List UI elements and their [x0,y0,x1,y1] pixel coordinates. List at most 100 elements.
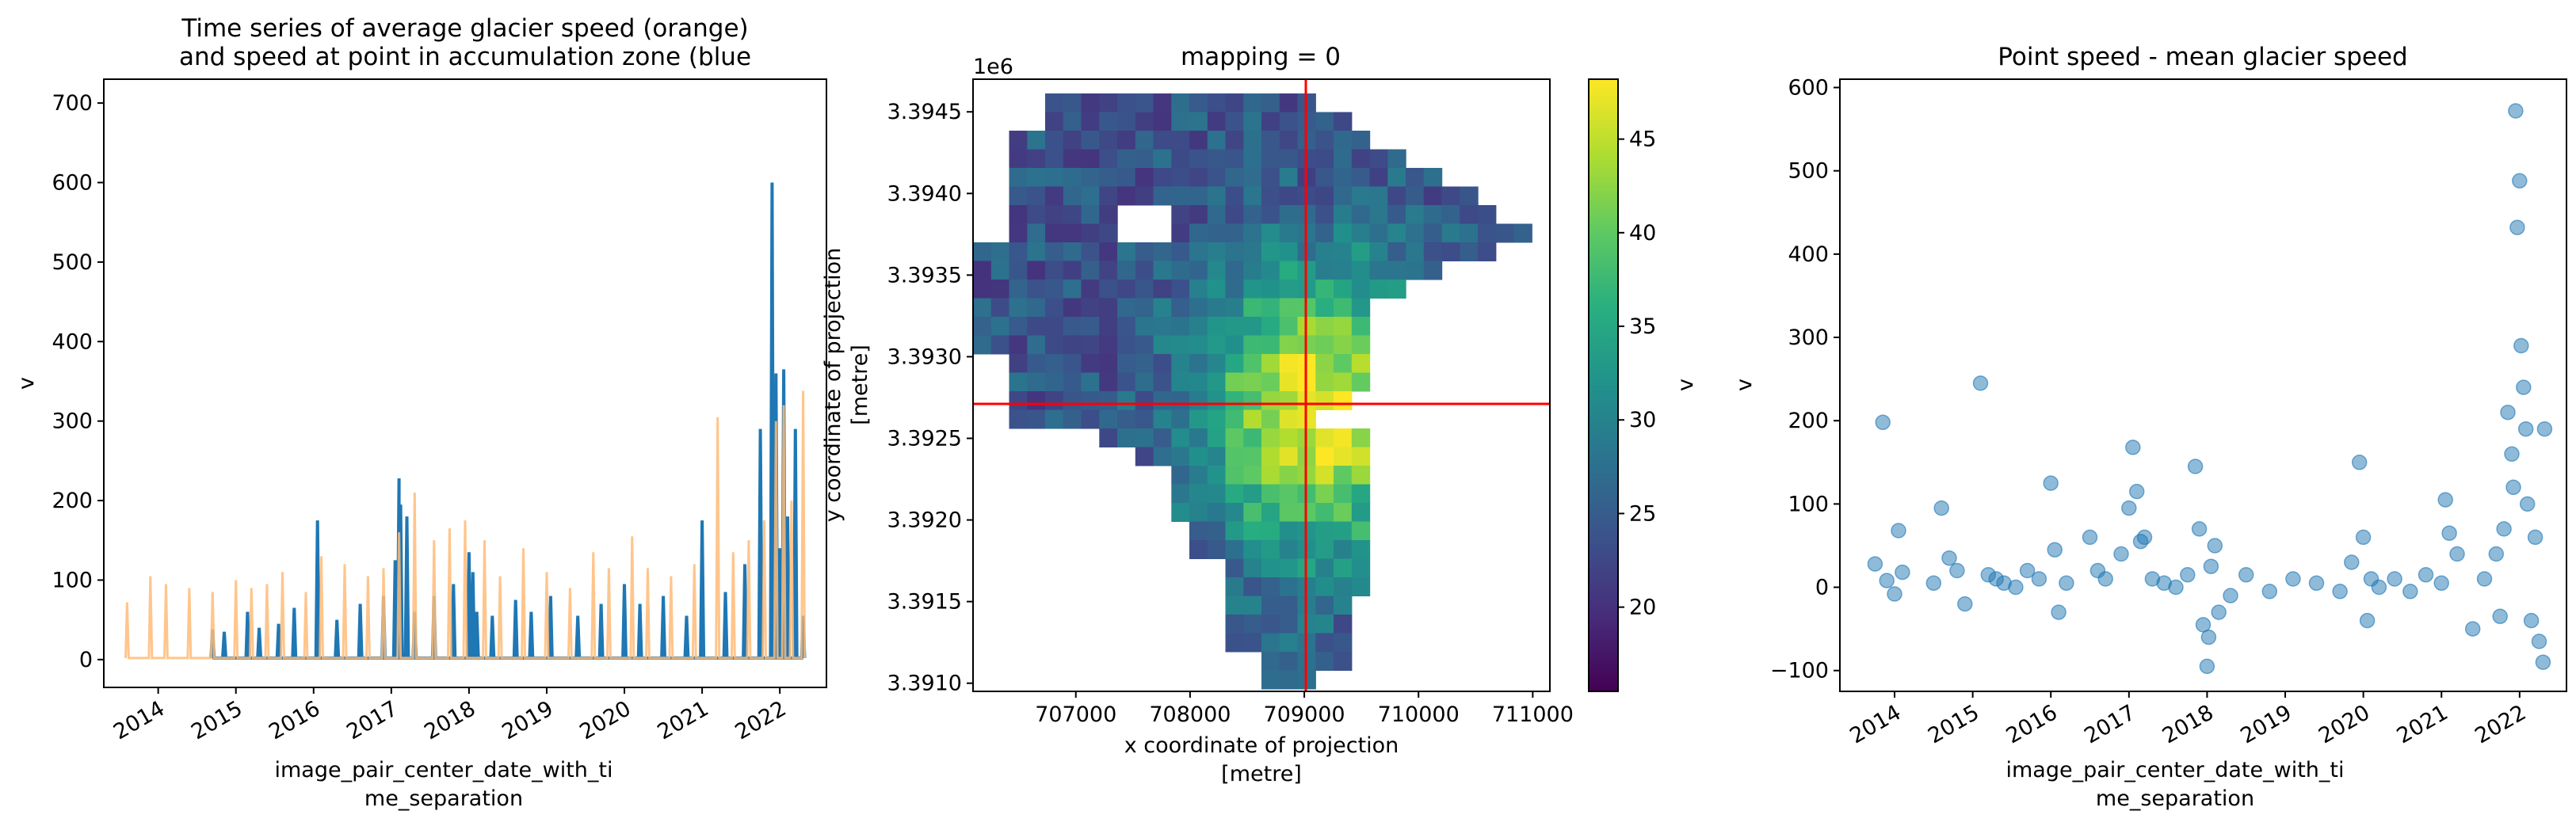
heatmap-cell [1261,428,1280,447]
heatmap-cell [1189,168,1208,187]
heatmap-cell [1099,168,1118,187]
heatmap-cell [1351,558,1371,578]
x-tick-label: 2015 [187,696,246,744]
scatter-point [1875,414,1891,431]
heatmap-cell [1243,131,1262,150]
heatmap-cell [1027,391,1046,410]
x-tick-label: 2022 [731,696,791,744]
scatter-point [2437,492,2453,508]
y-tick-label: 600 [52,171,93,196]
heatmap-cell [1135,372,1154,392]
heatmap-cell [1334,186,1353,206]
heatmap-cell [973,242,992,261]
heatmap-cell [1225,168,1244,187]
heatmap-cell [1153,261,1172,280]
heatmap-cell [1063,205,1082,224]
scatter-point [2136,529,2153,546]
heatmap-cell [1027,317,1046,336]
heatmap-x-axis-label-line1: x coordinate of projection [1124,733,1399,758]
scatter-point [1933,500,1949,516]
scatter-point [1949,562,1965,579]
heatmap-cell [1135,261,1154,280]
x-tick-label: 2017 [2080,700,2139,748]
heatmap-cell [1081,242,1100,261]
heatmap-cell [1351,521,1371,541]
heatmap-cell [1189,521,1208,541]
timeseries-x-axis: 2014 2015 2016 2017 2018 2019 2020 2021 2022 [109,687,791,744]
heatmap-cell [1243,317,1262,336]
heatmap-cell [1045,335,1064,355]
heatmap-cell [1315,577,1334,596]
heatmap-cell [1279,186,1299,206]
heatmap-cell [1135,280,1154,299]
heatmap-cell [1351,149,1371,169]
heatmap-cell [1225,466,1244,485]
heatmap-cell [1279,354,1299,373]
scatter-point [2519,496,2536,512]
heatmap-cell [1045,205,1064,224]
heatmap-y-offset-label: 1e6 [973,55,1013,79]
heatmap-cell [1207,223,1227,243]
scatter-point [2211,604,2227,620]
heatmap-cell [1045,372,1064,392]
heatmap-cell [1387,223,1406,243]
heatmap-cell [1171,391,1190,410]
colorbar-frame [1588,78,1619,692]
heatmap-cell [1189,391,1208,410]
heatmap-cell [1207,391,1227,410]
heatmap-cell [1063,391,1082,410]
heatmap-cell [1099,242,1118,261]
scatter-point [2200,629,2217,645]
heatmap-cell [973,261,992,280]
timeseries-x-axis-label-line2: me_separation [364,786,523,811]
heatmap-cell [1153,317,1172,336]
heatmap-x-axis: 707000 708000 709000 710000 711000 [1035,691,1574,727]
heatmap-cell [1207,112,1227,131]
scatter-point [1957,596,1973,612]
heatmap-cell [1460,242,1479,261]
heatmap-cell [1261,317,1280,336]
heatmap-cell [1207,280,1227,299]
heatmap-cell [1063,168,1082,187]
heatmap-cell [1261,242,1280,261]
heatmap-cell [1009,280,1028,299]
heatmap-cell [1225,447,1244,466]
y-tick-label: 300 [1788,325,1829,350]
heatmap-cell [1351,484,1371,504]
heatmap-cell [1117,280,1136,299]
heatmap-cell [1027,242,1046,261]
heatmap-cell [1135,428,1154,447]
heatmap-cell [1225,205,1244,224]
heatmap-cell [1261,558,1280,578]
scatter-point [2351,455,2368,470]
heatmap-cell [1009,242,1028,261]
heatmap-cell [1171,447,1190,466]
heatmap-cell [1225,484,1244,504]
heatmap-cell [1351,242,1371,261]
heatmap-cell [1153,372,1172,392]
heatmap-cell [1153,149,1172,169]
heatmap-y-axis-label-line1: y coordinate of projection [821,248,845,523]
heatmap-cell [1315,503,1334,522]
heatmap-cell [1423,223,1443,243]
scatter-point [2168,579,2184,596]
heatmap-cell [1243,261,1262,280]
heatmap-cell [1334,521,1353,541]
heatmap-cell [1261,354,1280,373]
scatter-point [2121,500,2137,516]
heatmap-cell [1171,261,1190,280]
heatmap-cell [1171,335,1190,355]
heatmap-cell [1135,335,1154,355]
heatmap-cell [1009,149,1028,169]
scatter-x-axis-label-line1: image_pair_center_date_with_ti [2005,758,2344,782]
timeseries-series-layer [124,182,807,660]
scatter-x-axis-label-line2: me_separation [2096,786,2254,811]
heatmap-cell [1153,354,1172,373]
heatmap-cell [1207,428,1227,447]
heatmap-cell [1261,521,1280,541]
heatmap-cell [1351,335,1371,355]
x-tick-label: 708000 [1149,702,1231,727]
heatmap-cell [1351,261,1371,280]
heatmap-cell [1117,372,1136,392]
heatmap-cell [1027,205,1046,224]
